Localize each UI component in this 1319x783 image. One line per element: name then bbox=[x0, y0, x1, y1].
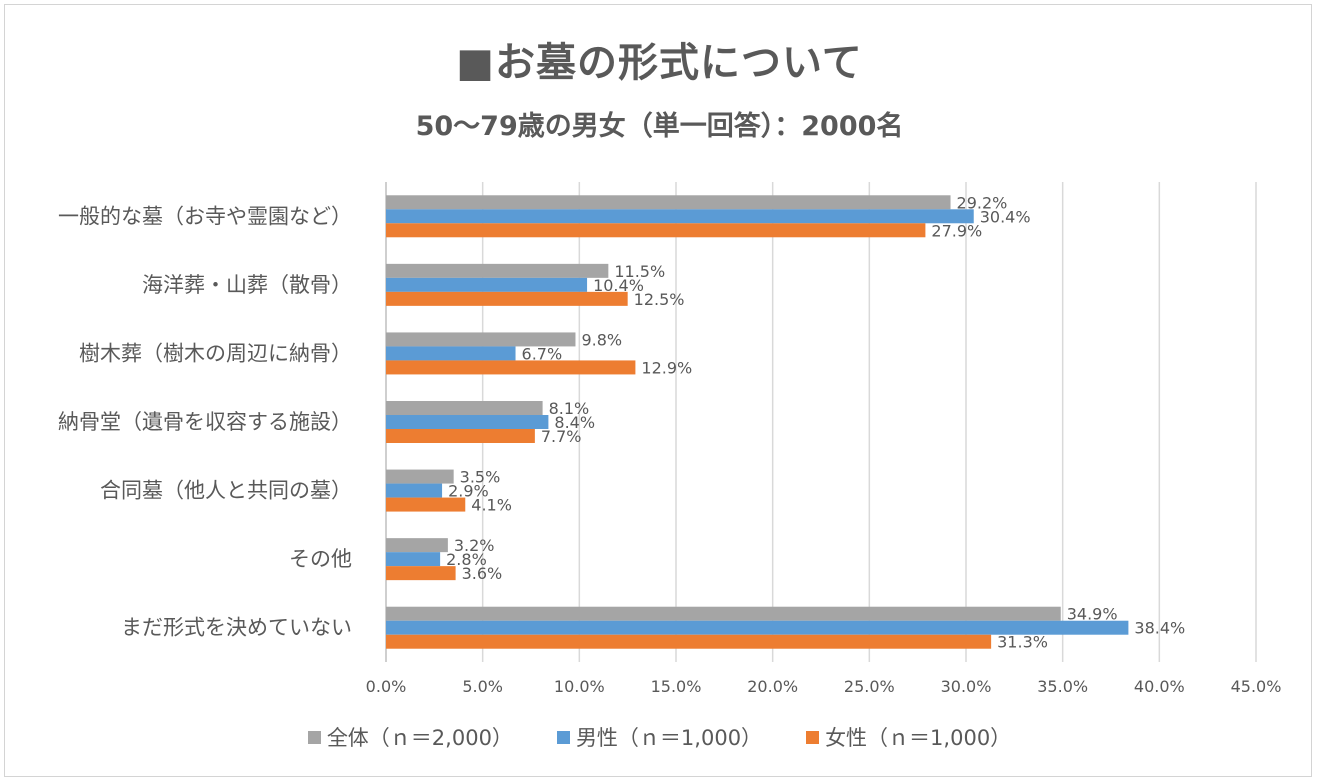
bar bbox=[386, 332, 576, 347]
bar bbox=[386, 538, 448, 553]
data-label: 2.8% bbox=[446, 550, 487, 569]
x-tick-label: 10.0% bbox=[554, 677, 605, 696]
x-tick-label: 0.0% bbox=[366, 677, 407, 696]
data-label: 34.9% bbox=[1067, 605, 1118, 624]
bar bbox=[386, 566, 456, 581]
legend-label: 女性（ｎ＝1,000） bbox=[825, 726, 1012, 750]
category-label: 納骨堂（遺骨を収容する施設） bbox=[58, 410, 352, 434]
legend-item: 女性（ｎ＝1,000） bbox=[806, 722, 1011, 752]
bar bbox=[386, 606, 1061, 621]
category-label: 一般的な墓（お寺や霊園など） bbox=[58, 204, 352, 228]
bar bbox=[386, 346, 516, 361]
data-label: 3.5% bbox=[460, 468, 501, 487]
x-tick-label: 25.0% bbox=[844, 677, 895, 696]
legend-swatch bbox=[307, 730, 321, 744]
data-label: 4.1% bbox=[471, 496, 512, 515]
category-label: 海洋葬・山葬（散骨） bbox=[142, 273, 352, 297]
data-label: 2.9% bbox=[448, 482, 489, 501]
x-tick-label: 20.0% bbox=[747, 677, 798, 696]
legend-swatch bbox=[806, 730, 820, 744]
data-label: 3.2% bbox=[454, 536, 495, 555]
data-label: 12.9% bbox=[641, 358, 692, 377]
bar bbox=[386, 277, 588, 292]
bar bbox=[386, 195, 951, 210]
legend-item: 男性（ｎ＝1,000） bbox=[556, 722, 763, 752]
bar bbox=[386, 415, 549, 429]
data-label: 9.8% bbox=[581, 330, 622, 349]
data-label: 27.9% bbox=[931, 221, 982, 240]
x-tick-label: 45.0% bbox=[1231, 677, 1282, 696]
category-label: その他 bbox=[289, 547, 352, 571]
data-label: 8.1% bbox=[549, 399, 590, 418]
x-tick-label: 5.0% bbox=[462, 677, 503, 696]
legend-item: 全体（ｎ＝2,000） bbox=[307, 722, 513, 752]
data-label: 8.4% bbox=[554, 413, 595, 432]
legend-label: 男性（ｎ＝1,000） bbox=[575, 726, 763, 750]
legend-label: 全体（ｎ＝2,000） bbox=[326, 726, 513, 750]
bar bbox=[386, 634, 992, 649]
data-label: 7.7% bbox=[541, 427, 582, 446]
x-tick-label: 35.0% bbox=[1037, 677, 1088, 696]
bar bbox=[386, 223, 926, 238]
data-label: 29.2% bbox=[957, 193, 1008, 212]
bar bbox=[386, 401, 543, 415]
bar bbox=[386, 360, 636, 375]
bar bbox=[386, 552, 441, 567]
data-label: 6.7% bbox=[522, 344, 563, 363]
data-label: 12.5% bbox=[634, 290, 685, 309]
data-label: 3.6% bbox=[462, 564, 503, 583]
data-label: 30.4% bbox=[980, 207, 1031, 226]
bar bbox=[386, 483, 443, 498]
category-label: まだ形式を決めていない bbox=[121, 616, 352, 640]
legend-swatch bbox=[556, 730, 570, 744]
data-label: 38.4% bbox=[1134, 619, 1185, 638]
category-label: 樹木葬（樹木の周辺に納骨） bbox=[79, 341, 352, 365]
data-label: 10.4% bbox=[593, 276, 644, 295]
bar bbox=[386, 291, 628, 306]
x-tick-label: 15.0% bbox=[651, 677, 702, 696]
chart-subtitle: 50～79歳の男女（単一回答）：2000名 bbox=[415, 111, 904, 142]
bar bbox=[386, 429, 535, 443]
chart-title: ■お墓の形式について bbox=[456, 40, 863, 86]
bar bbox=[386, 497, 466, 512]
bar bbox=[386, 209, 974, 224]
x-tick-label: 30.0% bbox=[941, 677, 992, 696]
bar bbox=[386, 469, 454, 484]
category-label: 合同墓（他人と共同の墓） bbox=[100, 479, 352, 503]
chart-legend: 全体（ｎ＝2,000） 男性（ｎ＝1,000） 女性（ｎ＝1,000） bbox=[0, 722, 1319, 752]
data-label: 11.5% bbox=[614, 262, 665, 281]
x-tick-label: 40.0% bbox=[1134, 677, 1185, 696]
data-label: 31.3% bbox=[997, 633, 1048, 652]
bar bbox=[386, 620, 1129, 635]
bar bbox=[386, 263, 609, 278]
